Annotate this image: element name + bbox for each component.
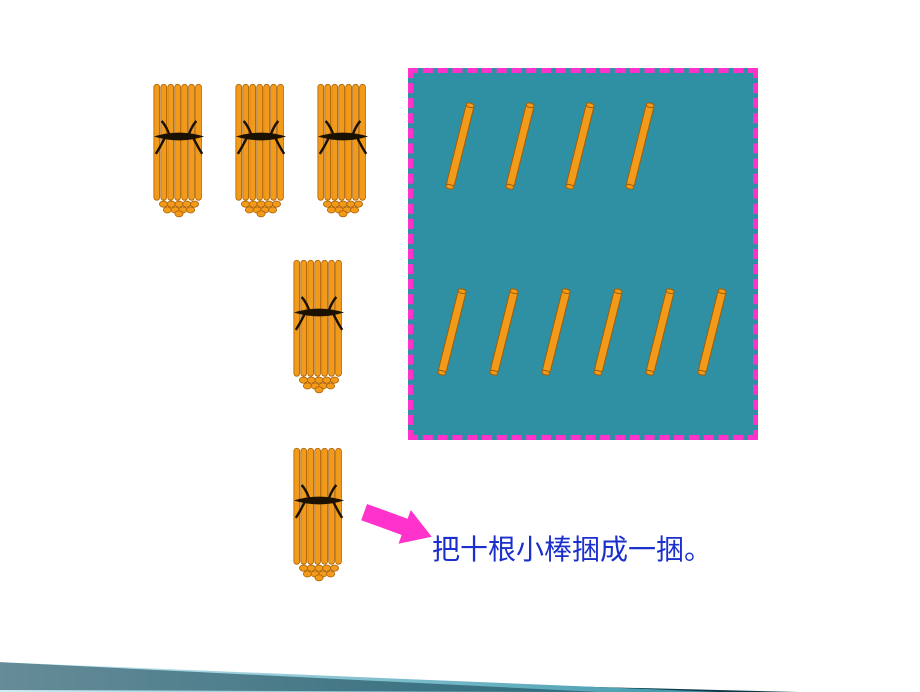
loose-stick [686, 282, 738, 382]
loose-stick [634, 282, 686, 382]
stick-bundle [150, 80, 208, 220]
stick-bundle [290, 444, 348, 584]
loose-stick [530, 282, 582, 382]
loose-stick [434, 96, 486, 196]
loose-stick [426, 282, 478, 382]
loose-stick [614, 96, 666, 196]
loose-stick [494, 96, 546, 196]
loose-stick [582, 282, 634, 382]
stick-bundle [314, 80, 372, 220]
stick-bundle [290, 256, 348, 396]
arrow-icon [357, 491, 440, 557]
loose-stick [478, 282, 530, 382]
slide-stage: 把十根小棒捆成一捆。 [0, 0, 920, 690]
loose-stick [554, 96, 606, 196]
corner-decoration [0, 602, 798, 692]
caption-text: 把十根小棒捆成一捆。 [432, 528, 712, 568]
stick-bundle [232, 80, 290, 220]
